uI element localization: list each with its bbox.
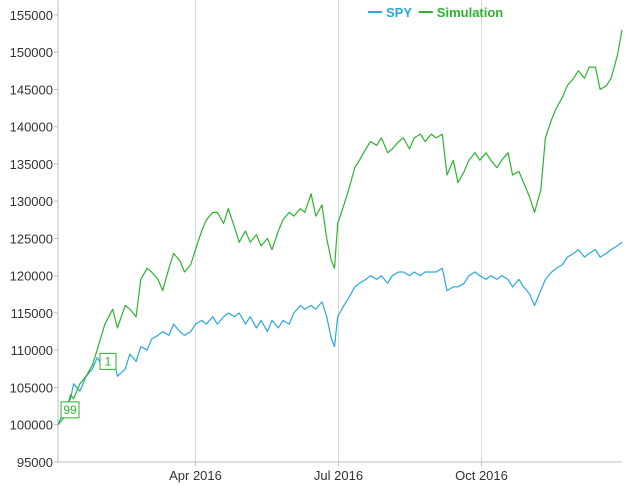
y-tick-label: 145000 xyxy=(10,82,53,97)
x-tick-label: Jul 2016 xyxy=(314,468,363,483)
marker-label: 99 xyxy=(63,403,77,417)
marker-box xyxy=(99,352,117,370)
y-tick-label: 100000 xyxy=(10,418,53,433)
legend-label-spy: SPY xyxy=(386,5,412,20)
y-tick-label: 150000 xyxy=(10,45,53,60)
marker-box xyxy=(60,401,80,419)
x-tick-label: Apr 2016 xyxy=(169,468,222,483)
legend: SPY Simulation xyxy=(368,5,503,20)
x-tick-label: Oct 2016 xyxy=(455,468,508,483)
y-tick-label: 135000 xyxy=(10,157,53,172)
y-tick-label: 120000 xyxy=(10,269,53,284)
y-tick-label: 155000 xyxy=(10,8,53,23)
grid-lines xyxy=(195,0,482,462)
y-axis-ticks: 95000 100000 105000 110000 115000 120000 12500… xyxy=(10,8,58,470)
series-line-simulation xyxy=(57,29,623,426)
y-tick-label: 115000 xyxy=(11,306,53,321)
x-axis-ticks: Apr 2016 Jul 2016 Oct 2016 xyxy=(169,462,508,483)
y-tick-label: 125000 xyxy=(10,231,53,246)
y-tick-label: 110000 xyxy=(11,343,53,358)
annotation-markers: 99 1 xyxy=(60,352,117,419)
legend-label-simulation: Simulation xyxy=(437,5,504,20)
y-tick-label: 130000 xyxy=(10,194,53,209)
y-tick-label: 105000 xyxy=(10,380,53,395)
y-tick-label: 140000 xyxy=(10,120,53,135)
series-lines xyxy=(57,29,623,426)
marker-label: 1 xyxy=(105,354,112,368)
series-line-spy xyxy=(57,241,623,425)
y-tick-label: 95000 xyxy=(17,455,53,470)
